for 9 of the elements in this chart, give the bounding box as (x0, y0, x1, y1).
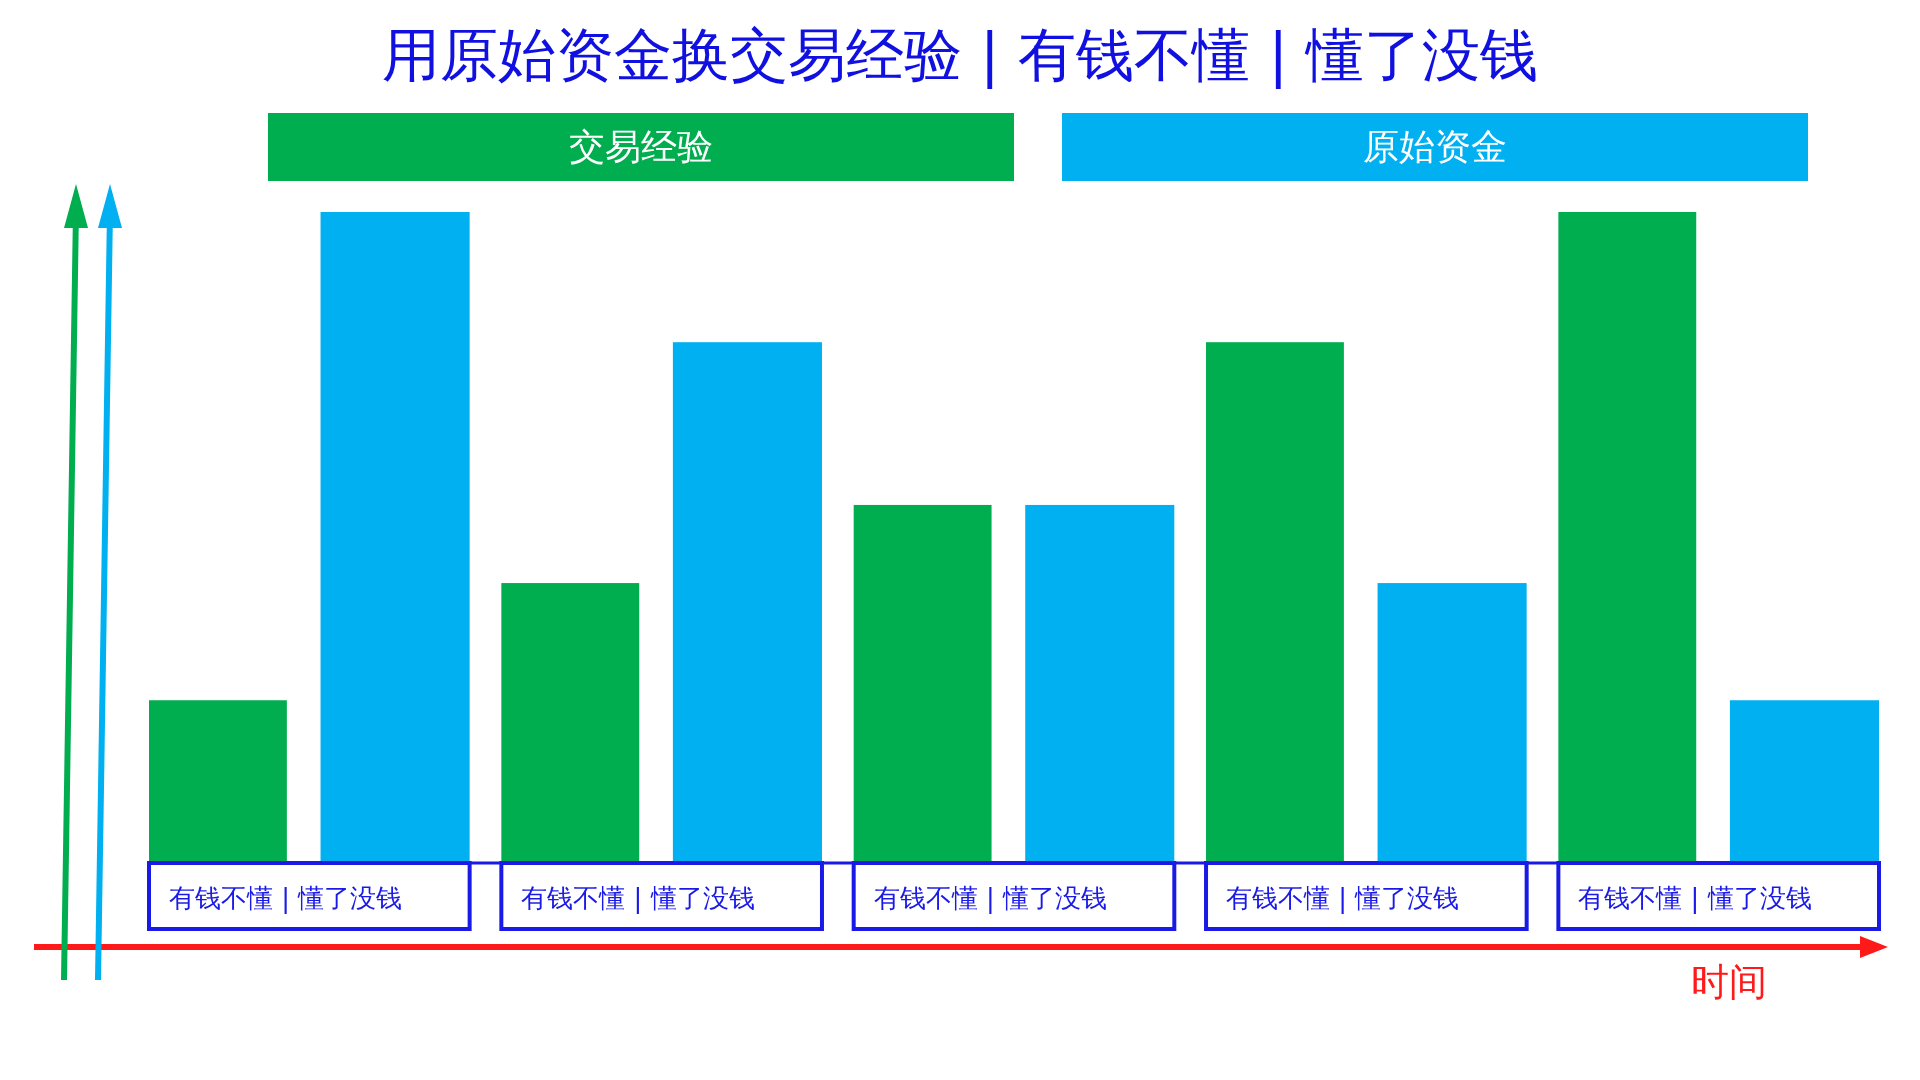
x-tick-label: 有钱不懂 | 懂了没钱 (1226, 883, 1460, 914)
x-tick-label: 有钱不懂 | 懂了没钱 (169, 883, 403, 914)
x-tick-label: 有钱不懂 | 懂了没钱 (521, 883, 755, 914)
text: 交易经验 (569, 126, 713, 167)
x-tick-label: 有钱不懂 | 懂了没钱 (1578, 883, 1812, 914)
x-axis-title: 时间 (1691, 960, 1767, 1004)
text: 原始资金 (1363, 126, 1507, 167)
chart-title: 用原始资金换交易经验 | 有钱不懂 | 懂了没钱 (381, 21, 1539, 89)
x-tick-label: 有钱不懂 | 懂了没钱 (873, 883, 1107, 914)
